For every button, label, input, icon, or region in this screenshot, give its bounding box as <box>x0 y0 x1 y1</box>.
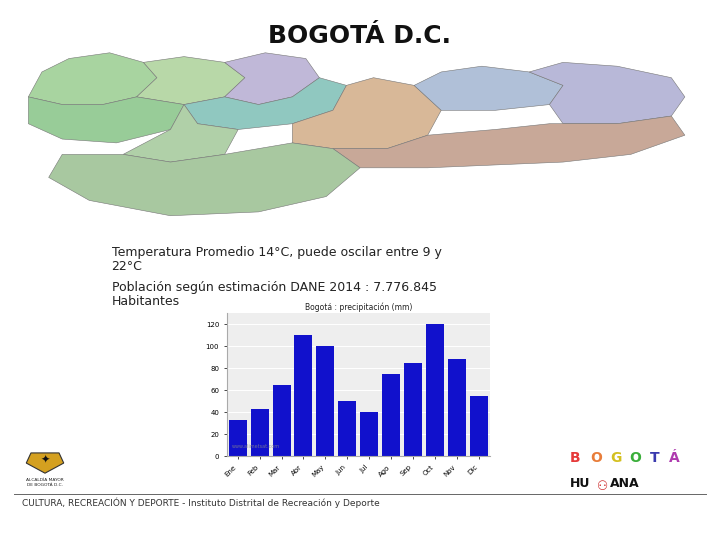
Bar <box>360 412 378 456</box>
Polygon shape <box>123 105 238 162</box>
Bar <box>294 335 312 456</box>
Text: T: T <box>649 451 659 464</box>
Bar <box>382 374 400 456</box>
Bar <box>251 409 269 456</box>
Text: ANA: ANA <box>610 477 639 490</box>
Text: Temperatura Promedio 14°C, puede oscilar entre 9 y: Temperatura Promedio 14°C, puede oscilar… <box>112 246 441 259</box>
Text: BOGOTÁ D.C.: BOGOTÁ D.C. <box>269 24 451 48</box>
Polygon shape <box>28 53 157 105</box>
Polygon shape <box>292 78 441 148</box>
Text: ✦: ✦ <box>40 455 50 465</box>
Polygon shape <box>27 453 64 473</box>
Text: Población según estimación DANE 2014 : 7.776.845: Población según estimación DANE 2014 : 7… <box>112 281 436 294</box>
Text: O: O <box>590 451 602 464</box>
Bar <box>338 401 356 456</box>
Text: ⚇: ⚇ <box>598 480 608 492</box>
Bar <box>273 384 291 456</box>
Text: www.alimetsat.com: www.alimetsat.com <box>232 444 280 449</box>
Text: CULTURA, RECREACIÓN Y DEPORTE - Instituto Distrital de Recreación y Deporte: CULTURA, RECREACIÓN Y DEPORTE - Institut… <box>22 498 379 508</box>
Text: Á: Á <box>670 451 680 464</box>
Text: HU: HU <box>570 477 590 490</box>
Text: G: G <box>610 451 621 464</box>
Polygon shape <box>225 53 320 105</box>
Polygon shape <box>529 62 685 124</box>
Bar <box>229 420 247 456</box>
Text: 22°C: 22°C <box>112 260 143 273</box>
Polygon shape <box>414 66 563 110</box>
Polygon shape <box>28 97 184 143</box>
Polygon shape <box>184 78 346 130</box>
Text: O: O <box>630 451 642 464</box>
Text: B: B <box>570 451 581 464</box>
Text: ALCALDÍA MAYOR
DE BOGOTÁ D.C.: ALCALDÍA MAYOR DE BOGOTÁ D.C. <box>26 478 64 487</box>
Polygon shape <box>49 143 360 215</box>
Bar <box>316 346 334 456</box>
Polygon shape <box>137 57 245 105</box>
Title: Bogotá : precipitación (mm): Bogotá : precipitación (mm) <box>305 303 412 313</box>
Bar <box>469 396 487 456</box>
Bar <box>404 363 422 456</box>
Text: Habitantes: Habitantes <box>112 295 180 308</box>
Polygon shape <box>333 116 685 168</box>
Bar <box>426 324 444 456</box>
Bar <box>448 360 466 456</box>
